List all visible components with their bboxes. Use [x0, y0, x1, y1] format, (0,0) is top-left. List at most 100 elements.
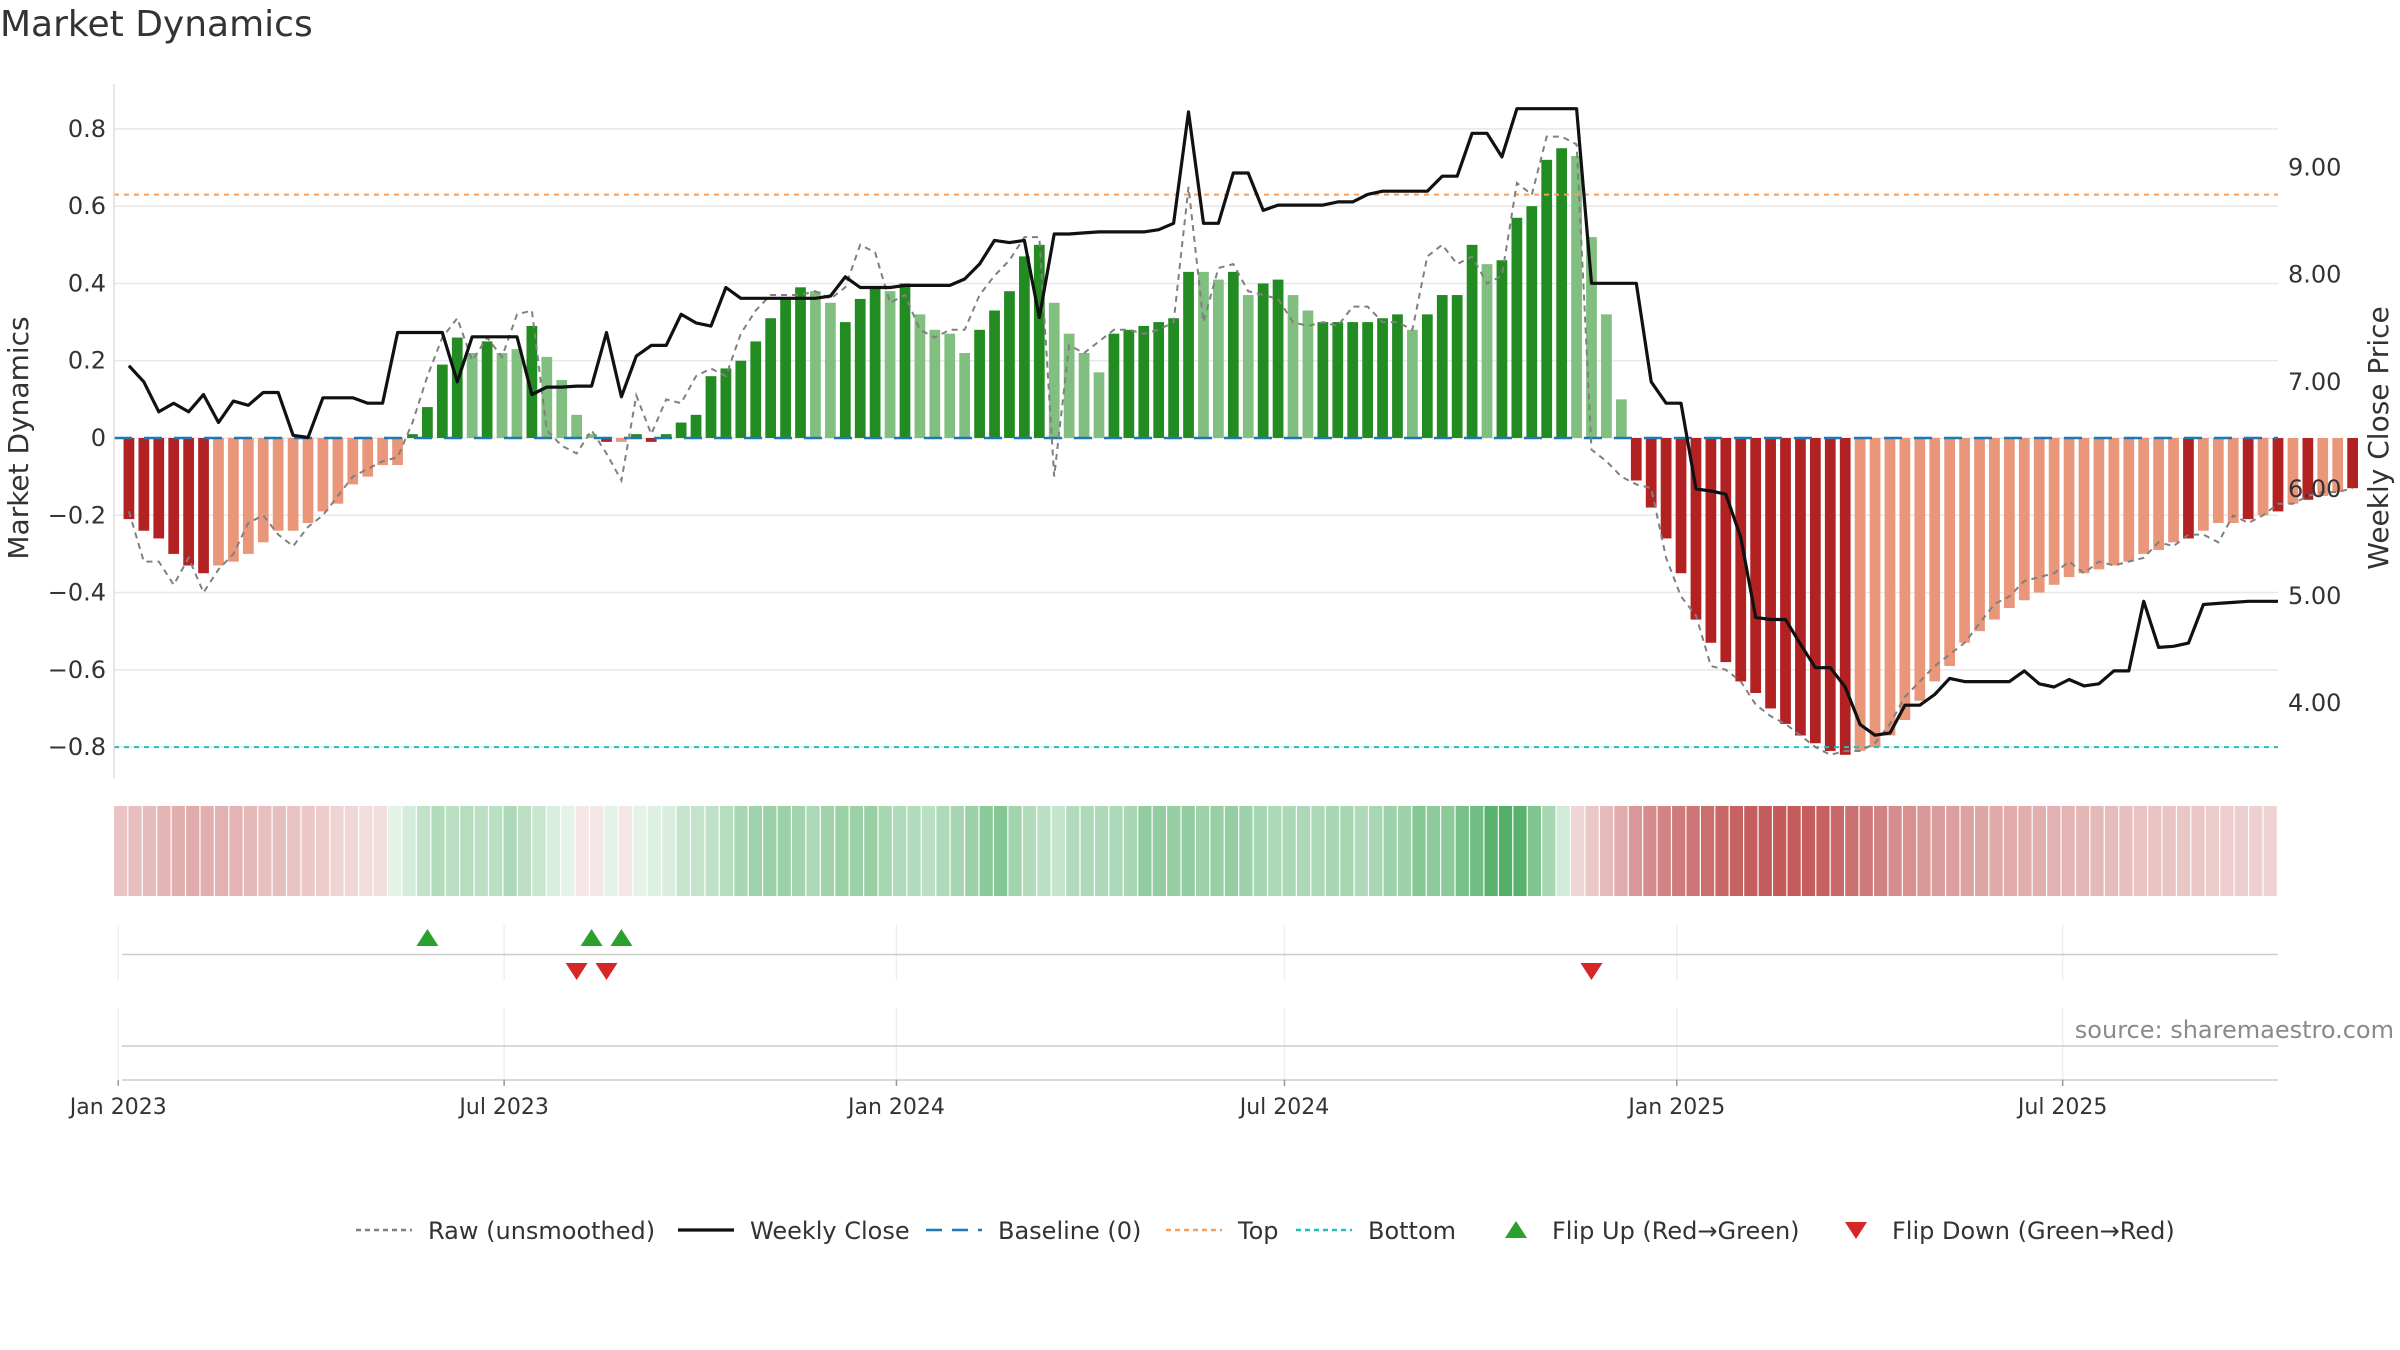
bar — [1347, 322, 1359, 438]
regime-cell — [1426, 806, 1441, 896]
bar — [1511, 217, 1523, 438]
regime-cell — [1268, 806, 1282, 896]
bar — [1720, 438, 1732, 663]
regime-cell — [2205, 806, 2220, 896]
regime-cell — [994, 806, 1008, 896]
legend-label: Bottom — [1368, 1217, 1456, 1245]
bar — [213, 438, 224, 566]
y2-tick-label: 7.00 — [2288, 368, 2341, 396]
bar — [2227, 438, 2239, 523]
regime-cell — [1527, 806, 1542, 896]
bar — [1690, 438, 1702, 620]
regime-cell — [2177, 806, 2191, 896]
bar — [1421, 314, 1433, 438]
regime-cell — [186, 806, 200, 896]
bar — [1869, 438, 1881, 748]
regime-cell — [1383, 806, 1397, 896]
regime-cell — [1152, 806, 1166, 896]
regime-cell — [1628, 806, 1643, 896]
bar — [2257, 438, 2269, 516]
bar — [1601, 314, 1612, 438]
bar — [1436, 295, 1448, 438]
regime-cell — [1224, 806, 1239, 896]
regime-cell — [1729, 806, 1744, 896]
regime-cell — [1614, 806, 1628, 896]
bar — [332, 438, 344, 504]
legend-label: Weekly Close — [750, 1217, 910, 1245]
regime-cell — [229, 806, 243, 896]
regime-cell — [431, 806, 445, 896]
weekly-close-line — [127, 107, 2278, 737]
regime-cell — [1758, 806, 1772, 896]
regime-cell — [2061, 806, 2075, 896]
bar — [675, 422, 687, 438]
bar — [526, 325, 538, 438]
bar — [839, 322, 851, 438]
bar — [1571, 155, 1582, 439]
bar — [2003, 438, 2015, 608]
source-note: source: sharemaestro.com — [2074, 1016, 2394, 1044]
regime-cell — [330, 806, 344, 896]
bar — [1556, 148, 1568, 438]
bar — [780, 298, 791, 438]
regime-cell — [1455, 806, 1469, 896]
bar — [2138, 438, 2150, 554]
y-tick-label: 0.2 — [68, 347, 106, 375]
bar — [451, 337, 463, 438]
regime-cell — [1657, 806, 1671, 896]
bar — [690, 414, 702, 438]
bar — [765, 318, 777, 438]
regime-cell — [2090, 806, 2104, 896]
regime-cell — [965, 806, 979, 896]
x-tick-label: Jul 2024 — [1238, 1095, 1330, 1120]
flip-down-marker — [595, 963, 618, 980]
regime-cell — [2148, 806, 2162, 896]
regime-cell — [1340, 806, 1354, 896]
bar — [1108, 333, 1120, 438]
bar — [1959, 438, 1970, 643]
regime-cell — [1470, 806, 1484, 896]
regime-cell — [950, 806, 964, 896]
bar — [287, 438, 299, 531]
y2-tick-label: 8.00 — [2288, 261, 2341, 289]
bar — [1213, 279, 1224, 438]
bar — [496, 353, 508, 438]
bars-layer — [123, 148, 2358, 755]
regime-cell — [1744, 806, 1758, 896]
y-tick-label: 0.6 — [68, 192, 106, 220]
regime-cell — [806, 806, 820, 896]
bar — [1765, 438, 1776, 709]
regime-cell — [2220, 806, 2234, 896]
bar — [1929, 438, 1941, 682]
regime-cell — [1830, 806, 1844, 896]
x-tick-label: Jan 2024 — [846, 1095, 945, 1120]
legend-item: Baseline (0) — [926, 1217, 1141, 1245]
y-tick-label: −0.2 — [48, 501, 106, 529]
bar — [616, 438, 627, 442]
bar — [929, 329, 941, 438]
bar — [1287, 295, 1299, 438]
y2-tick-label: 5.00 — [2288, 582, 2341, 610]
regime-cell — [1037, 806, 1051, 896]
bar — [2168, 438, 2179, 543]
bar — [1078, 353, 1090, 438]
regime-cell — [1296, 806, 1311, 896]
y-tick-label: 0.8 — [68, 115, 106, 143]
bar — [1809, 438, 1821, 744]
triangle-up-icon — [1505, 1221, 1527, 1238]
bar — [1242, 295, 1254, 438]
bar — [2332, 438, 2344, 493]
bar — [1645, 438, 1657, 508]
regime-cell — [561, 806, 575, 896]
regime-cell — [1571, 806, 1585, 896]
flip-down-marker — [1580, 963, 1603, 980]
y2-tick-label: 6.00 — [2288, 475, 2341, 503]
bar — [1541, 159, 1553, 438]
regime-cell — [200, 806, 214, 896]
bar — [1048, 302, 1060, 438]
bar — [138, 438, 150, 531]
regime-cell — [1787, 806, 1801, 896]
regime-cell — [1022, 806, 1037, 896]
regime-cell — [474, 806, 488, 896]
regime-cell — [272, 806, 286, 896]
